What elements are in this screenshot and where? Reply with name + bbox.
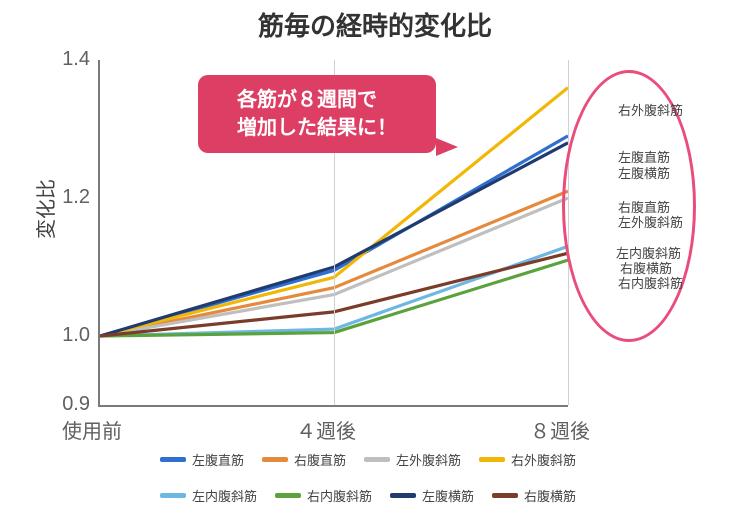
legend-swatch <box>275 493 301 498</box>
legend-label: 左内腹斜筋 <box>192 486 257 505</box>
legend-item: 右外腹斜筋 <box>479 450 576 469</box>
y-tick-label: 1.4 <box>62 48 90 71</box>
legend-swatch <box>492 493 518 498</box>
series-end-label: 左外腹斜筋 <box>618 215 683 231</box>
legend-label: 左外腹斜筋 <box>396 450 461 469</box>
callout-bubble: 各筋が８週間で増加した結果に！ <box>198 75 436 153</box>
legend-item: 右腹横筋 <box>492 486 576 505</box>
legend-swatch <box>390 493 416 498</box>
series-end-label: 左内腹斜筋 <box>616 246 681 262</box>
x-tick-label: 使用前 <box>62 415 122 444</box>
series-end-label: 右腹横筋 <box>620 261 672 277</box>
series-end-label: 左腹直筋 <box>618 150 670 166</box>
y-tick-label: 0.9 <box>62 393 90 416</box>
x-tick-label: ４週後 <box>296 415 356 444</box>
legend-item: 右内腹斜筋 <box>275 486 372 505</box>
series-end-label: 右内腹斜筋 <box>618 276 683 292</box>
series-end-label: 右外腹斜筋 <box>618 103 683 119</box>
y-axis-label: 変化比 <box>30 179 59 239</box>
legend-item: 左内腹斜筋 <box>160 486 257 505</box>
legend-label: 右内腹斜筋 <box>307 486 372 505</box>
legend-row-2: 左内腹斜筋 右内腹斜筋 左腹横筋 右腹横筋 <box>160 486 576 505</box>
y-tick-label: 1.2 <box>62 186 90 209</box>
chart-title: 筋毎の経時的変化比 <box>0 6 750 43</box>
legend-label: 右腹直筋 <box>294 450 346 469</box>
legend-label: 右外腹斜筋 <box>511 450 576 469</box>
legend-swatch <box>262 457 288 462</box>
y-tick-label: 1.0 <box>62 324 90 347</box>
legend-item: 左外腹斜筋 <box>364 450 461 469</box>
legend-label: 左腹直筋 <box>192 450 244 469</box>
legend-swatch <box>364 457 390 462</box>
x-tick-label: ８週後 <box>530 415 590 444</box>
legend-item: 左腹横筋 <box>390 486 474 505</box>
legend-label: 左腹横筋 <box>422 486 474 505</box>
series-end-label: 右腹直筋 <box>618 200 670 216</box>
legend-item: 左腹直筋 <box>160 450 244 469</box>
legend-swatch <box>479 457 505 462</box>
legend-label: 右腹横筋 <box>524 486 576 505</box>
legend-item: 右腹直筋 <box>262 450 346 469</box>
legend-row-1: 左腹直筋 右腹直筋 左外腹斜筋 右外腹斜筋 <box>160 450 576 469</box>
legend-swatch <box>160 493 186 498</box>
series-end-label: 左腹横筋 <box>618 166 670 182</box>
callout-tail-icon <box>436 138 458 156</box>
legend-swatch <box>160 457 186 462</box>
